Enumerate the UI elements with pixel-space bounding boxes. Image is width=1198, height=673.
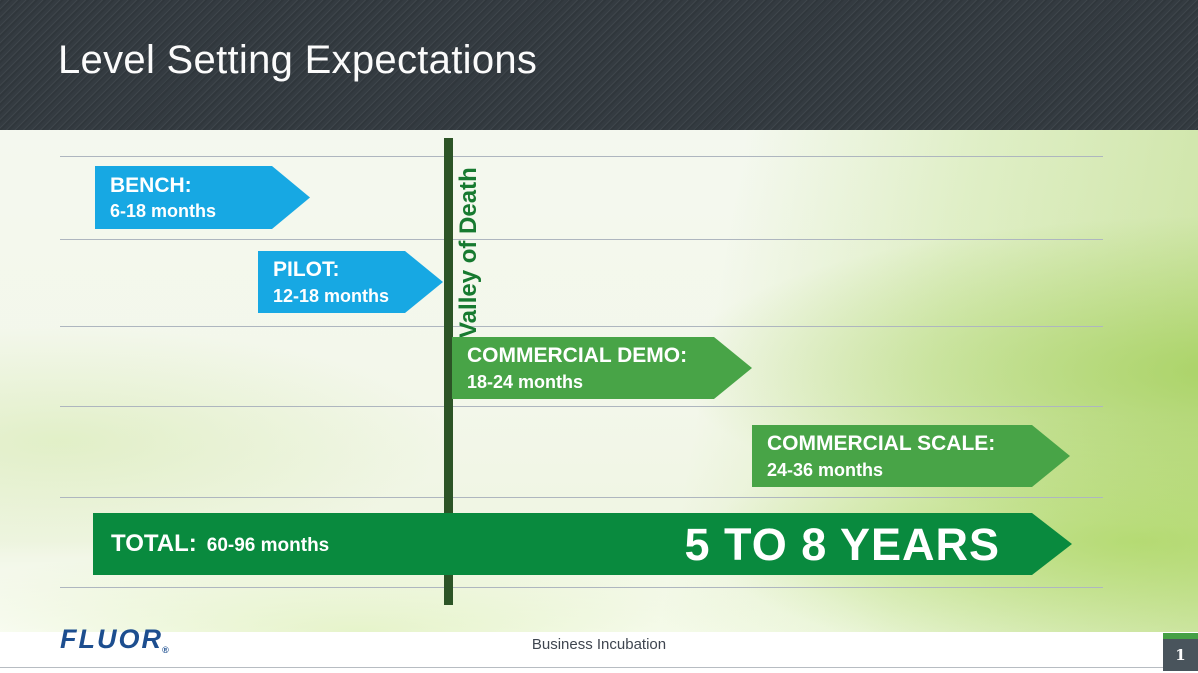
- stage-arrow-commercial-demo: COMMERCIAL DEMO: 18-24 months: [452, 337, 752, 399]
- slide-header: Level Setting Expectations: [0, 0, 1198, 130]
- valley-of-death-label: Valley of Death: [455, 167, 482, 338]
- gridline: [60, 587, 1103, 588]
- fluor-logo: FLUOR®: [60, 624, 170, 655]
- stage-duration: 12-18 months: [273, 285, 390, 306]
- fluor-logo-text: FLUOR: [60, 624, 163, 654]
- registered-mark: ®: [161, 645, 169, 655]
- total-duration: 60-96 months: [206, 535, 330, 556]
- page-tab-accent: [1163, 633, 1198, 639]
- total-label: TOTAL:: [111, 530, 197, 557]
- gridline: [60, 326, 1103, 327]
- stage-label: COMMERCIAL SCALE:: [767, 432, 996, 456]
- page-number-tab: 1: [1163, 633, 1198, 671]
- footer-center-text: Business Incubation: [531, 636, 667, 653]
- stage-label: BENCH:: [110, 173, 192, 197]
- slide-title: Level Setting Expectations: [58, 38, 538, 82]
- stage-arrow-commercial-scale: COMMERCIAL SCALE: 24-36 months: [752, 425, 1070, 487]
- total-arrow: TOTAL: 60-96 months 5 TO 8 YEARS: [93, 513, 1072, 575]
- stage-duration: 6-18 months: [110, 201, 217, 221]
- page-number: 1: [1163, 639, 1198, 671]
- stage-arrow-bench: BENCH: 6-18 months: [95, 166, 310, 229]
- stage-label: PILOT:: [273, 258, 340, 282]
- total-left-group: TOTAL: 60-96 months: [111, 530, 329, 558]
- footer-divider: [0, 667, 1198, 668]
- stage-duration: 18-24 months: [467, 371, 584, 392]
- total-highlight: 5 TO 8 YEARS: [684, 518, 1000, 570]
- stage-duration: 24-36 months: [767, 459, 884, 480]
- gridline: [60, 497, 1103, 498]
- stage-label: COMMERCIAL DEMO:: [467, 344, 688, 368]
- gridline: [60, 406, 1103, 407]
- gridline: [60, 156, 1103, 157]
- gridline: [60, 239, 1103, 240]
- valley-of-death-line: [444, 138, 453, 605]
- stage-arrow-pilot: PILOT: 12-18 months: [258, 251, 443, 313]
